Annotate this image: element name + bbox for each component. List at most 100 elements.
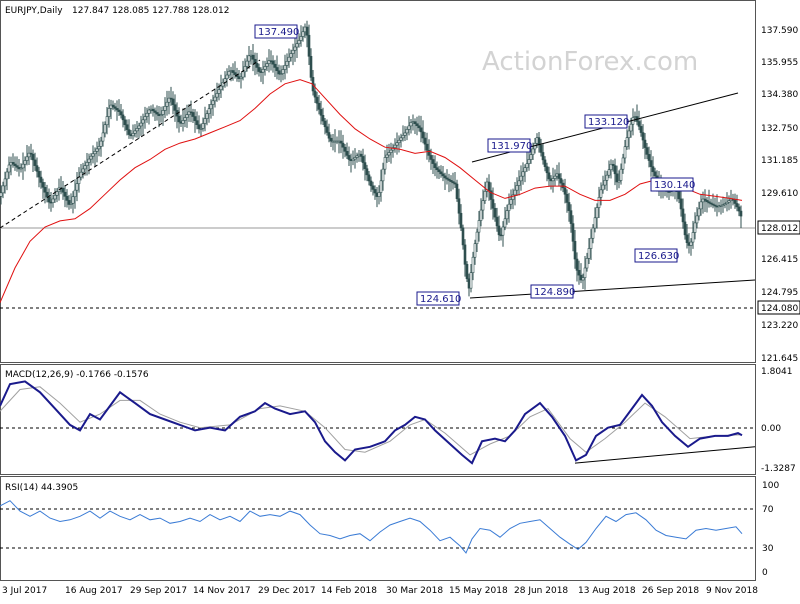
- candlestick-series: [0, 20, 743, 297]
- candle-body: [477, 220, 481, 233]
- candle-body: [593, 217, 597, 229]
- candle-body: [389, 149, 393, 153]
- candle-body: [637, 121, 641, 127]
- candle-body: [527, 159, 531, 164]
- candle-body: [587, 248, 591, 259]
- candle-body: [431, 159, 435, 164]
- date-label: 16 Aug 2017: [65, 586, 123, 596]
- candle-body: [723, 203, 727, 206]
- candle-body: [31, 153, 35, 161]
- candle-body: [363, 162, 367, 170]
- candle-body: [351, 158, 355, 162]
- candle-body: [727, 200, 731, 203]
- candle-body: [129, 134, 133, 137]
- candle-body: [69, 202, 73, 205]
- candle-body: [613, 165, 617, 175]
- candle-body: [459, 212, 463, 229]
- candle-body: [43, 187, 47, 193]
- candle-body: [629, 123, 633, 132]
- candle-body: [273, 63, 277, 68]
- candle-body: [705, 200, 709, 203]
- candle-body: [373, 189, 377, 194]
- candle-body: [619, 168, 623, 181]
- lower-support-trendline: [469, 279, 756, 299]
- candle-body: [41, 182, 45, 188]
- date-label: 14 Feb 2018: [321, 586, 377, 596]
- candle-body: [685, 234, 689, 243]
- candle-body: [189, 111, 193, 114]
- candle-body: [521, 171, 525, 177]
- candle-body: [737, 206, 741, 212]
- candle-body: [447, 178, 451, 181]
- candle-body: [417, 125, 421, 129]
- candle-body: [51, 198, 55, 203]
- candle-body: [359, 153, 363, 157]
- candle-body: [213, 96, 217, 102]
- candle-body: [313, 90, 317, 98]
- candle-body: [203, 118, 207, 124]
- candle-body: [525, 163, 529, 168]
- date-label: 14 Nov 2017: [193, 586, 251, 596]
- candle-body: [61, 187, 65, 193]
- candle-body: [179, 121, 183, 124]
- rsi-y-tick: 30: [762, 544, 774, 554]
- candle-body: [55, 191, 59, 196]
- candle-body: [191, 112, 195, 117]
- candle-body: [233, 72, 237, 75]
- candle-body: [63, 191, 67, 197]
- annotation-124890: 124.890: [534, 287, 575, 298]
- candle-body: [515, 185, 519, 191]
- candle-body: [277, 70, 281, 75]
- candle-body: [427, 149, 431, 156]
- candle-body: [157, 113, 161, 117]
- candle-body: [423, 137, 427, 145]
- last-price-value: 128.012: [761, 224, 798, 234]
- candle-body: [121, 114, 125, 121]
- candle-body: [709, 202, 713, 205]
- candle-body: [505, 210, 509, 220]
- candle-body: [541, 152, 545, 161]
- candle-body: [109, 104, 113, 109]
- candle-body: [243, 66, 247, 73]
- candle-body: [139, 122, 143, 127]
- macd-trendline: [574, 446, 756, 464]
- candle-body: [501, 226, 505, 236]
- price-y-tick: 135.955: [761, 58, 798, 68]
- candle-body: [123, 119, 127, 126]
- candle-body: [255, 63, 259, 68]
- candle-body: [379, 180, 383, 193]
- candle-body: [531, 148, 535, 155]
- candle-body: [577, 270, 581, 276]
- candle-body: [37, 171, 41, 178]
- candle-body: [439, 171, 443, 175]
- candle-body: [261, 68, 265, 73]
- candle-body: [679, 198, 683, 210]
- candle-body: [495, 216, 499, 227]
- candle-body: [465, 264, 469, 280]
- price-panel-frame: [0, 0, 756, 363]
- candle-body: [529, 154, 533, 160]
- candle-body: [421, 131, 425, 139]
- candle-body: [197, 124, 201, 130]
- candle-body: [361, 156, 365, 163]
- candle-body: [545, 166, 549, 174]
- candle-body: [275, 67, 279, 72]
- candle-body: [53, 194, 57, 200]
- candle-body: [491, 199, 495, 209]
- candle-body: [97, 146, 101, 150]
- candle-body: [249, 54, 253, 57]
- candle-body: [725, 201, 729, 205]
- candle-body: [247, 55, 251, 62]
- candle-body: [237, 76, 241, 80]
- candle-body: [393, 144, 397, 148]
- candle-body: [435, 167, 439, 171]
- candle-body: [281, 69, 285, 74]
- candle-body: [143, 116, 147, 121]
- candle-body: [299, 36, 303, 41]
- candle-body: [563, 187, 567, 195]
- candle-body: [407, 125, 411, 130]
- price-y-tick: 132.750: [761, 124, 798, 134]
- candle-body: [341, 142, 345, 148]
- candle-body: [645, 147, 649, 155]
- candle-body: [711, 203, 715, 206]
